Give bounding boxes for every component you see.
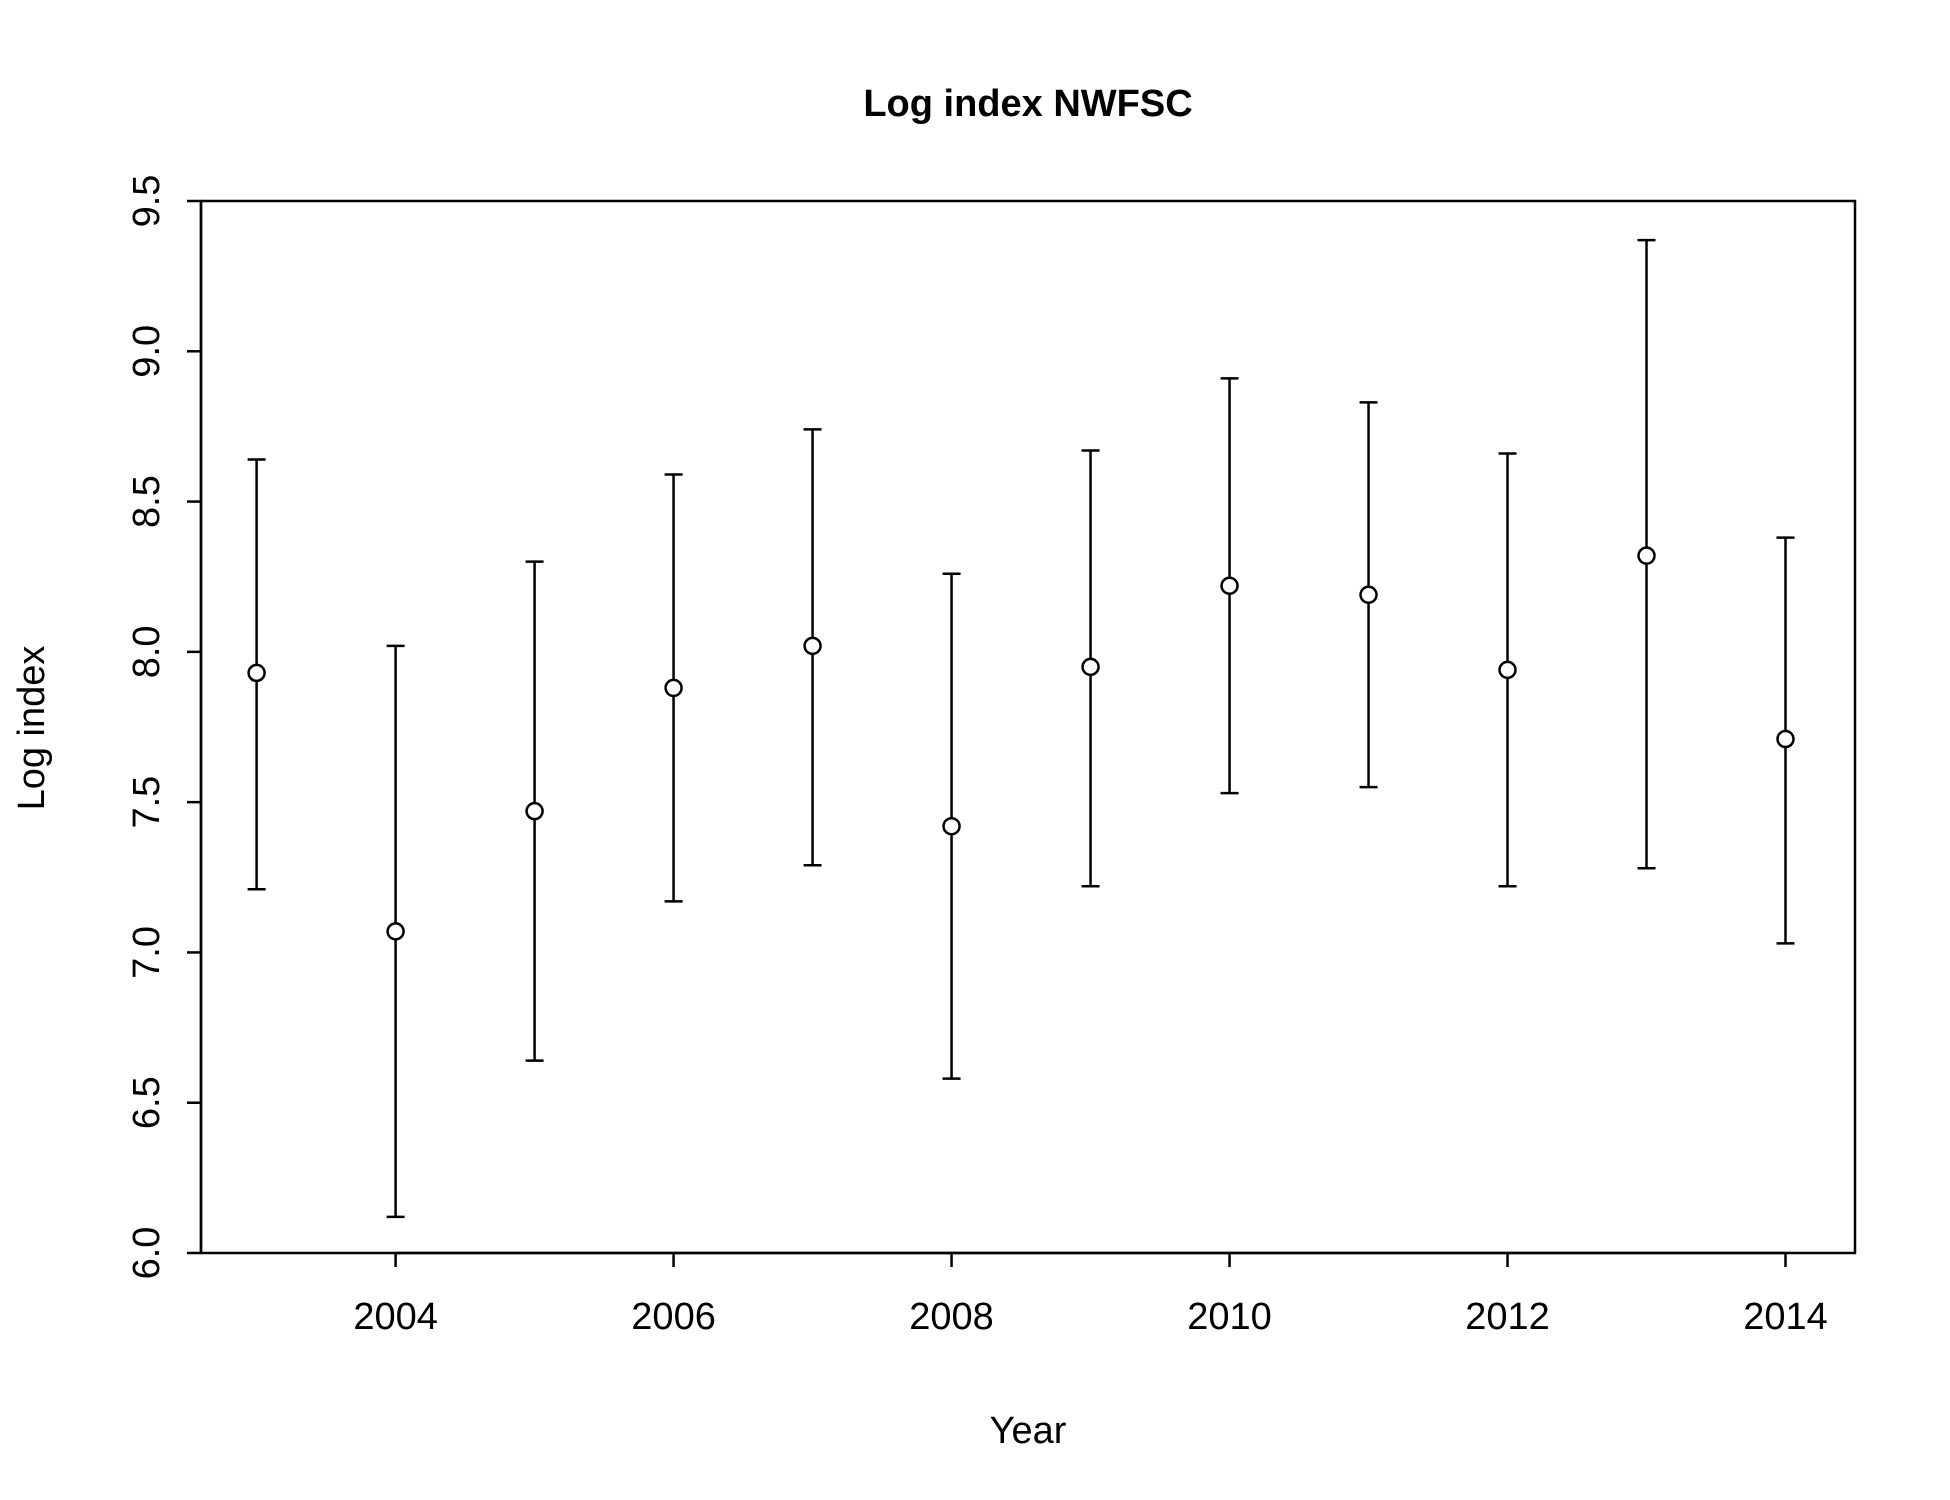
data-point <box>525 801 544 821</box>
chart-title: Log index NWFSC <box>863 83 1192 125</box>
data-point <box>803 636 822 656</box>
y-tick-label: 6.5 <box>126 1076 168 1129</box>
data-point <box>1498 660 1517 680</box>
data-point <box>1081 657 1100 677</box>
chart-marks: 2004 2006 2008 2010 2012 2014 6.0 6.5 7.0 7.5 8.0 8… <box>126 175 1828 1338</box>
data-point <box>942 816 961 836</box>
data-point <box>386 922 405 941</box>
x-tick-label: 2004 <box>353 1296 438 1338</box>
data-point <box>664 678 683 698</box>
x-tick-label: 2012 <box>1465 1296 1550 1338</box>
x-tick-label: 2010 <box>1187 1296 1272 1338</box>
y-tick-label: 7.5 <box>126 776 168 829</box>
x-axis-label: Year <box>990 1410 1067 1452</box>
y-tick-label: 9.0 <box>126 325 168 378</box>
x-tick-label: 2014 <box>1743 1296 1828 1338</box>
y-tick-label: 8.0 <box>126 625 168 678</box>
y-tick-label: 7.0 <box>126 926 168 979</box>
y-tick-label: 6.0 <box>126 1227 168 1280</box>
plot-frame <box>199 199 1857 1255</box>
y-axis-label: Log index <box>11 646 53 811</box>
data-point <box>1776 729 1795 749</box>
x-tick-label: 2008 <box>909 1296 994 1338</box>
data-point <box>1220 576 1239 595</box>
x-tick-label: 2006 <box>631 1296 716 1338</box>
data-point <box>1637 546 1656 565</box>
y-tick-label: 8.5 <box>126 475 168 528</box>
y-tick-label: 9.5 <box>126 175 168 228</box>
data-point <box>1359 585 1378 604</box>
data-point <box>247 663 266 683</box>
